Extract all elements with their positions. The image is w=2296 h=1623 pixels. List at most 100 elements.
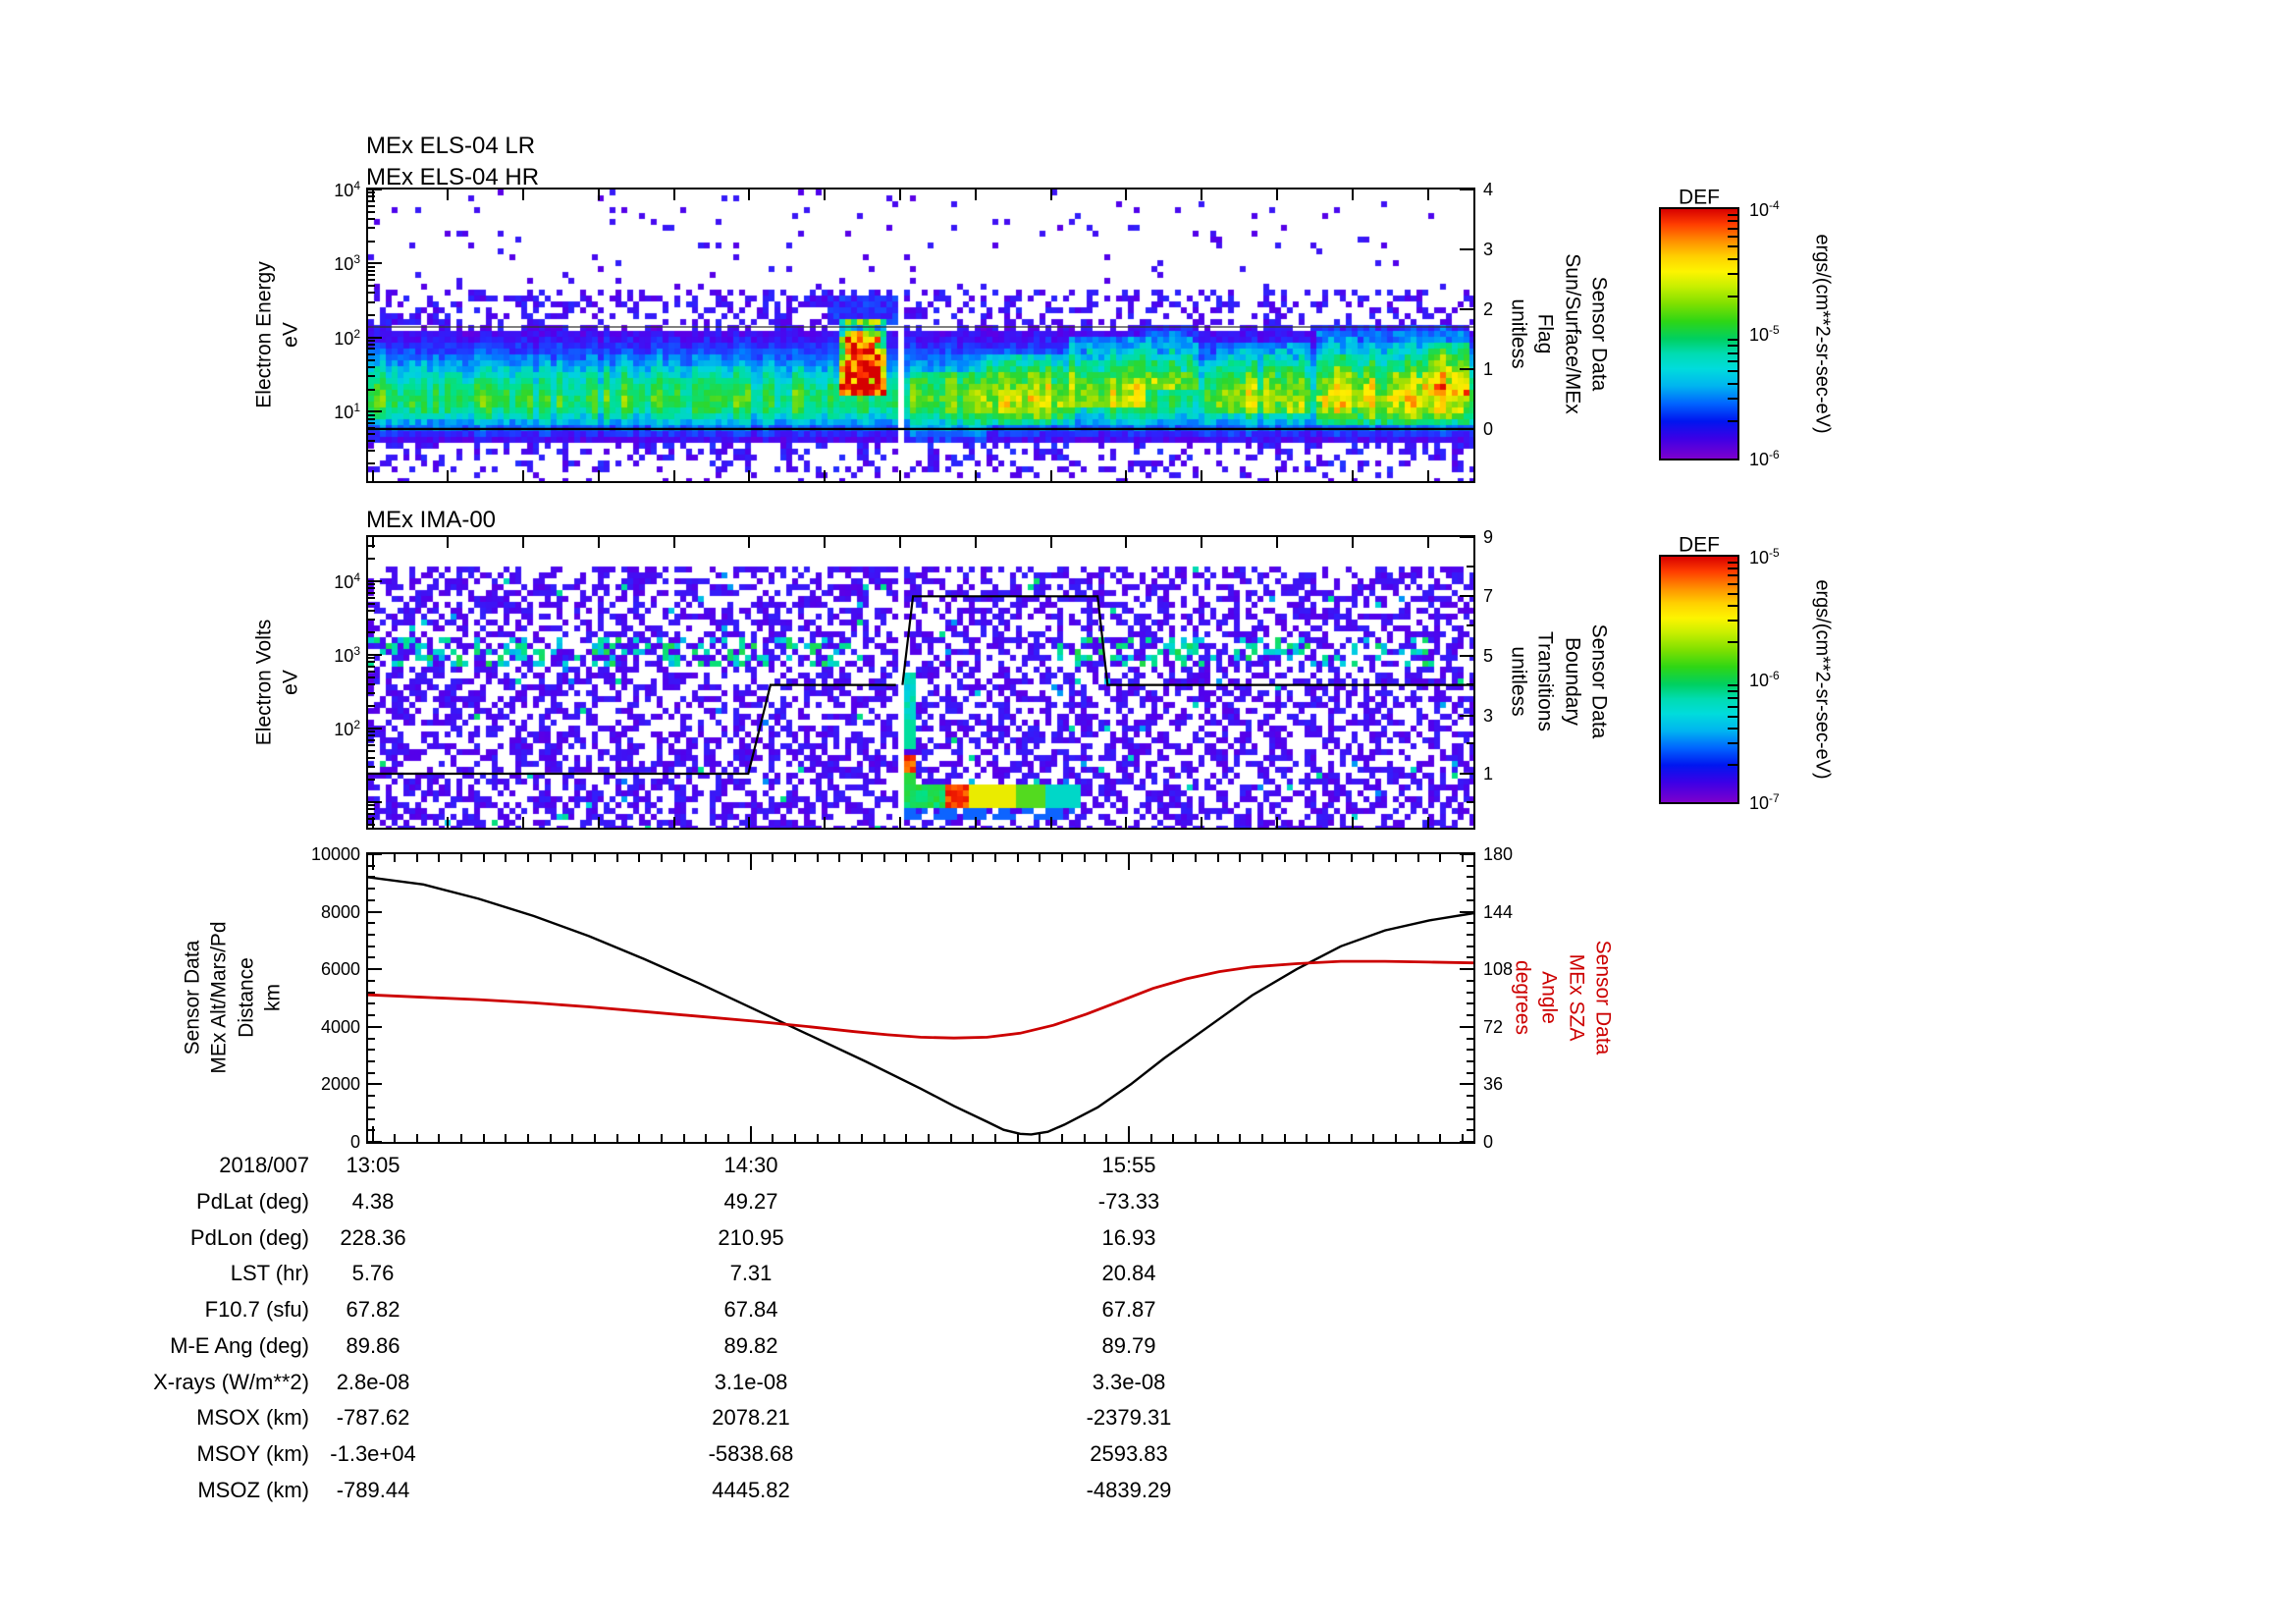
colorbar-tick (1728, 568, 1737, 570)
axis-tick (1467, 742, 1473, 744)
colorbar-tick-label: 10-6 (1749, 449, 1780, 468)
axis-tick (1306, 854, 1308, 862)
sza-right-tick-label: 108 (1483, 959, 1514, 980)
ima-right-label: Sensor Data Boundary Transitions unitless (1505, 624, 1612, 739)
colorbar-tick (1728, 683, 1737, 686)
els-ylabel: Electron Energy eV (251, 261, 305, 407)
axis-tick (1460, 1141, 1473, 1143)
els-colorbar-title: DEF (1679, 186, 1720, 209)
axis-tick (1467, 979, 1473, 982)
colorbar-tick (1728, 352, 1737, 354)
axis-tick (1467, 1014, 1473, 1017)
alt-ytick-label: 2000 (320, 1074, 360, 1095)
axis-tick (597, 537, 600, 548)
axis-tick (394, 854, 397, 862)
table-cell: -5838.68 (708, 1440, 794, 1466)
axis-tick (748, 470, 751, 481)
axis-tick (1260, 1134, 1263, 1142)
axis-tick (371, 189, 374, 200)
axis-label-line: MEx SZA (1565, 953, 1588, 1042)
axis-tick (368, 728, 382, 730)
axis-tick (838, 854, 841, 862)
ima-colorbar-title: DEF (1679, 533, 1720, 557)
axis-tick (1350, 854, 1353, 862)
axis-tick (974, 817, 977, 828)
els-right-tick-label: 0 (1483, 418, 1494, 439)
axis-label-line: Sensor Data (181, 940, 204, 1055)
table-row-label: F10.7 (sfu) (204, 1297, 309, 1323)
ima-ytick-label: 102 (334, 719, 360, 738)
axis-tick (1125, 817, 1128, 828)
axis-tick (1460, 910, 1473, 913)
axis-tick (1125, 537, 1128, 548)
axis-tick (368, 358, 375, 361)
axis-tick (1351, 537, 1354, 548)
axis-tick (368, 1117, 375, 1120)
table-cell: 3.1e-08 (714, 1369, 788, 1394)
axis-tick (1201, 189, 1203, 200)
axis-tick (1127, 1126, 1130, 1142)
axis-tick (1460, 427, 1473, 430)
axis-tick (368, 756, 375, 759)
axis-tick (1049, 189, 1052, 200)
axis-label-line: unitless (1507, 298, 1530, 369)
axis-tick (368, 743, 375, 746)
axis-tick (368, 591, 375, 594)
axis-tick (368, 692, 375, 695)
colorbar-tick-label: 10-5 (1749, 324, 1780, 344)
alt-ytick-label: 10000 (310, 844, 360, 864)
ima-spectrogram-canvas (368, 537, 1473, 828)
axis-tick (661, 1134, 664, 1142)
axis-tick (838, 1134, 841, 1142)
axis-tick (1426, 470, 1429, 481)
axis-tick (1039, 854, 1041, 862)
table-cell: 67.82 (346, 1297, 400, 1323)
ima-ylabel: Electron Volts eV (251, 620, 305, 745)
date-label: 2018/007 (219, 1153, 309, 1177)
axis-tick (368, 285, 375, 288)
axis-tick (371, 1126, 374, 1142)
axis-tick (368, 417, 375, 420)
axis-tick (571, 1134, 574, 1142)
axis-tick (447, 537, 450, 548)
axis-tick (368, 1059, 375, 1062)
axis-tick (899, 470, 902, 481)
axis-tick (1460, 308, 1473, 310)
axis-tick (368, 676, 375, 678)
table-row-label: PdLat (deg) (196, 1189, 309, 1214)
altitude-sza-curves (368, 876, 1473, 1136)
els-right-tick-label: 4 (1483, 180, 1494, 199)
axis-label-line: km (261, 984, 285, 1012)
axis-tick (1060, 854, 1063, 862)
axis-tick (1460, 773, 1473, 775)
axis-tick (368, 210, 375, 213)
axis-tick (368, 631, 375, 634)
axis-tick (1350, 1134, 1353, 1142)
axis-tick (1460, 1083, 1473, 1086)
table-cell: -4839.29 (1086, 1477, 1172, 1502)
axis-tick (368, 934, 375, 937)
axis-tick (1460, 248, 1473, 250)
axis-tick (368, 766, 375, 769)
axis-tick (594, 1134, 597, 1142)
axis-tick (1461, 1134, 1464, 1142)
axis-tick (1351, 189, 1354, 200)
axis-tick (368, 665, 375, 668)
axis-tick (368, 1037, 375, 1040)
axis-label-line: Electron Volts (252, 619, 276, 746)
axis-tick (949, 854, 952, 862)
axis-tick (772, 854, 774, 862)
tick-label-exp: -6 (1769, 448, 1780, 461)
colorbar-tick (1728, 727, 1737, 730)
axis-tick (1327, 1134, 1330, 1142)
axis-tick (368, 609, 375, 612)
axis-tick (824, 817, 827, 828)
axis-tick (824, 470, 827, 481)
axis-tick (368, 657, 375, 660)
colorbar-tick (1728, 360, 1737, 363)
axis-tick (1426, 189, 1429, 200)
axis-tick (368, 314, 375, 317)
axis-tick (368, 583, 375, 586)
axis-tick (368, 979, 375, 982)
axis-tick (1201, 537, 1203, 548)
